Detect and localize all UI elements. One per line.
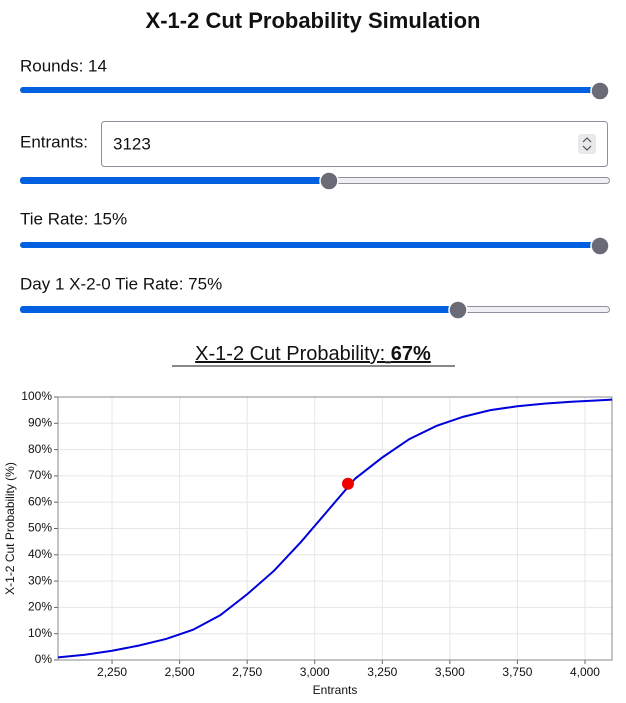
spinner-arrows	[582, 137, 592, 151]
x-tick-label: 3,500	[435, 665, 465, 679]
y-tick-label: 50%	[28, 521, 52, 535]
slider-thumb[interactable]	[319, 171, 339, 191]
x-axis-label: Entrants	[313, 683, 358, 697]
x-tick-label: 3,250	[367, 665, 397, 679]
tie-rate-slider[interactable]	[20, 236, 610, 256]
slider-fill	[20, 177, 330, 184]
slider-fill	[20, 242, 600, 248]
probability-line	[57, 398, 613, 659]
day1-tie-rate-slider[interactable]	[20, 300, 610, 320]
y-tick-label: 70%	[28, 468, 52, 482]
rounds-label: Rounds: 14	[20, 56, 107, 75]
input-box[interactable]	[101, 121, 608, 167]
y-axis-label: X-1-2 Cut Probability (%)	[3, 462, 17, 595]
y-tick-label: 30%	[28, 573, 52, 587]
x-tick-label: 4,000	[570, 665, 600, 679]
y-tick-label: 60%	[28, 494, 52, 508]
spinner[interactable]	[578, 134, 596, 154]
y-tick-label: 10%	[28, 626, 52, 640]
slider-fill	[20, 306, 459, 313]
entrants-slider[interactable]	[20, 171, 610, 191]
x-tick-label: 3,750	[502, 665, 532, 679]
chart: 0% 10% 20% 30% 40% 50% 60% 70% 80% 90% 100% 2,250 2,…	[3, 389, 613, 697]
current-point	[341, 477, 354, 490]
y-tick-label: 20%	[28, 600, 52, 614]
page-title: X-1-2 Cut Probability Simulation	[146, 8, 481, 33]
x-tick-label: 2,500	[165, 665, 195, 679]
tie-rate-label: Tie Rate: 15%	[20, 209, 127, 228]
y-tick-label: 40%	[28, 547, 52, 561]
y-tick-label: 100%	[21, 389, 52, 403]
result-label: X-1-2 Cut Probability:	[195, 343, 385, 365]
slider-thumb[interactable]	[590, 236, 610, 256]
entrants-input[interactable]: 3123	[101, 121, 608, 167]
slider-thumb[interactable]	[590, 81, 610, 101]
slider-thumb[interactable]	[448, 300, 468, 320]
x-tick-label: 3,000	[300, 665, 330, 679]
slider-fill	[20, 87, 600, 93]
plot-border	[57, 396, 613, 661]
x-tick-label: 2,750	[232, 665, 262, 679]
input-value: 3123	[113, 134, 151, 153]
x-tick-label: 2,250	[97, 665, 127, 679]
y-tick-label: 0%	[35, 652, 53, 666]
entrants-label: Entrants:	[20, 132, 88, 151]
y-tick-label: 90%	[28, 415, 52, 429]
result-value: 67%	[391, 343, 431, 365]
result-heading: X-1-2 Cut Probability: 67%	[195, 343, 431, 365]
rounds-slider[interactable]	[20, 81, 610, 101]
day1-tie-rate-label: Day 1 X-2-0 Tie Rate: 75%	[20, 274, 222, 293]
y-tick-label: 80%	[28, 442, 52, 456]
